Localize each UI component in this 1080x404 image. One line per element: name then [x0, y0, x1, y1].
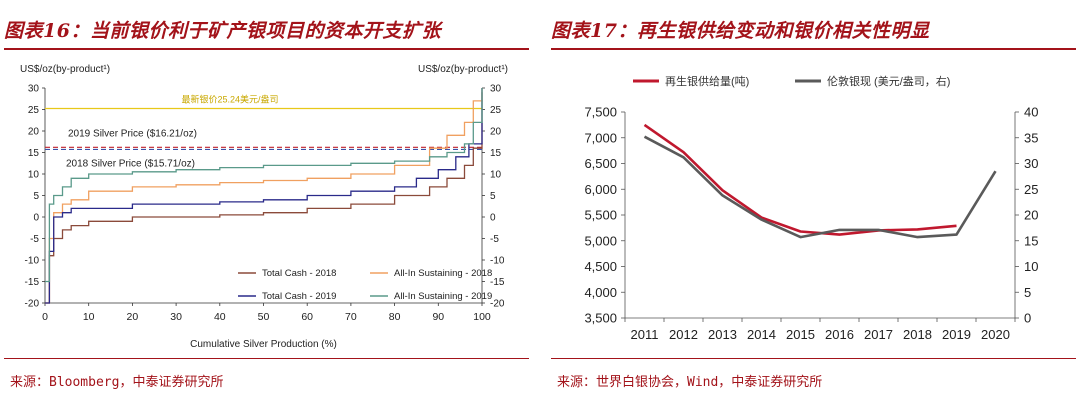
x-tick-label: 20: [127, 311, 139, 323]
y-tick-label-left: -20: [25, 299, 40, 310]
y-tick-label-left: 4,000: [584, 285, 617, 300]
y-tick-label-right: 25: [490, 105, 502, 116]
y-tick-label-right: 35: [1024, 130, 1038, 145]
x-tick-label: 50: [258, 311, 270, 323]
y-tick-label-left: 5: [33, 191, 39, 202]
y-tick-label-left: 6,000: [584, 182, 617, 197]
y-tick-label-left: 10: [28, 170, 40, 181]
right-y-axis-label: US$/oz(by-product¹): [418, 64, 508, 75]
y-tick-label-left: 30: [28, 84, 40, 95]
y-tick-label-right: 5: [1024, 285, 1031, 300]
y-tick-label-left: 25: [28, 105, 40, 116]
x-tick-label: 2019: [942, 327, 971, 342]
y-tick-label-left: 7,500: [584, 105, 617, 120]
x-tick-label: 10: [83, 311, 95, 323]
legend-label-1: All-In Sustaining - 2018: [394, 268, 492, 279]
y-tick-label-right: 20: [1024, 208, 1038, 223]
left-source: 来源：Bloomberg，中泰证券研究所: [10, 375, 224, 390]
y-tick-label-left: -15: [25, 277, 40, 288]
y-tick-label-right: 30: [490, 84, 502, 95]
x-tick-label: 60: [301, 311, 313, 323]
y-tick-label-left: 4,500: [584, 259, 617, 274]
y-tick-label-right: -10: [490, 256, 505, 267]
left-source-row: 来源：Bloomberg，中泰证券研究所: [4, 358, 529, 403]
series-line-2: [45, 88, 483, 304]
x-tick-label: 70: [345, 311, 357, 323]
x-tick-label: 2012: [669, 327, 698, 342]
supply-line: [643, 123, 957, 236]
y-tick-label-right: 30: [1024, 156, 1038, 171]
legend-label-3: All-In Sustaining - 2019: [394, 291, 492, 302]
y-tick-label-right: 40: [1024, 105, 1038, 120]
x-tick-label: 40: [214, 311, 226, 323]
price-2019-label: 2019 Silver Price ($16.21/oz): [68, 128, 197, 139]
y-tick-label-right: 10: [490, 170, 502, 181]
y-tick-label-left: -5: [30, 234, 39, 245]
left-panel: 图表16：当前银价利于矿产银项目的资本开支扩张 US$/oz(by-produc…: [0, 0, 533, 404]
x-tick-label: 2020: [981, 327, 1010, 342]
x-tick-label: 2016: [825, 327, 854, 342]
right-title-row: 图表17：再生银供给变动和银价相关性明显: [551, 14, 1076, 50]
y-tick-label-right: 0: [490, 213, 496, 224]
series-line-3: [45, 88, 483, 283]
right-source-row: 来源：世界白银协会，Wind，中泰证券研究所: [551, 358, 1076, 403]
left-chart-title: 图表16：当前银价利于矿产银项目的资本开支扩张: [4, 20, 441, 42]
x-tick-label: 80: [389, 311, 401, 323]
legend-label-price: 伦敦银现 (美元/盎司，右): [827, 74, 950, 88]
x-tick-label: 90: [432, 311, 444, 323]
left-title-row: 图表16：当前银价利于矿产银项目的资本开支扩张: [4, 14, 529, 50]
legend-label-2: Total Cash - 2019: [262, 291, 336, 302]
series-line-0: [45, 92, 483, 304]
y-tick-label-right: 5: [490, 191, 496, 202]
x-axis-label: Cumulative Silver Production (%): [190, 339, 337, 350]
y-tick-label-right: 10: [1024, 259, 1038, 274]
price-2018-label: 2018 Silver Price ($15.71/oz): [66, 158, 195, 169]
x-tick-label: 100: [473, 311, 491, 323]
y-tick-label-left: 15: [28, 148, 40, 159]
price-line: [643, 135, 997, 239]
x-tick-label: 2014: [747, 327, 776, 342]
y-tick-label-left: -10: [25, 256, 40, 267]
x-tick-label: 0: [42, 311, 48, 323]
right-chart-title: 图表17：再生银供给变动和银价相关性明显: [551, 20, 930, 42]
y-tick-label-right: -15: [490, 277, 505, 288]
y-tick-label-left: 20: [28, 127, 40, 138]
left-y-axis-label: US$/oz(by-product¹): [20, 64, 110, 75]
y-tick-label-right: -20: [490, 299, 505, 310]
y-tick-label-right: -5: [490, 234, 499, 245]
right-panel: 图表17：再生银供给变动和银价相关性明显 再生银供给量(吨) 伦敦银现 (美元/盎…: [547, 0, 1080, 404]
y-tick-label-right: 15: [1024, 233, 1038, 248]
right-chart: 再生银供给量(吨) 伦敦银现 (美元/盎司，右) 3,500 4,000 4,500 5,…: [584, 74, 1038, 342]
legend-label-supply: 再生银供给量(吨): [665, 74, 749, 88]
y-tick-label-left: 7,000: [584, 130, 617, 145]
x-tick-label: 2015: [786, 327, 815, 342]
y-tick-label-left: 6,500: [584, 156, 617, 171]
x-tick-label: 2011: [631, 327, 659, 342]
y-tick-label-right: 25: [1024, 182, 1038, 197]
y-tick-label-left: 5,500: [584, 208, 617, 223]
x-tick-label: 30: [170, 311, 182, 323]
x-tick-label: 2017: [864, 327, 893, 342]
latest-price-label: 最新银价25.24美元/盎司: [181, 93, 278, 104]
y-tick-label-left: 0: [33, 213, 39, 224]
legend-label-0: Total Cash - 2018: [262, 268, 336, 279]
y-tick-label-left: 5,000: [584, 233, 617, 248]
left-chart: US$/oz(by-product¹) US$/oz(by-product¹) -2…: [20, 64, 508, 350]
x-tick-label: 2013: [708, 327, 737, 342]
y-tick-label-right: 0: [1024, 311, 1031, 326]
right-source: 来源：世界白银协会，Wind，中泰证券研究所: [557, 375, 823, 390]
x-tick-label: 2018: [903, 327, 932, 342]
y-tick-label-left: 3,500: [584, 311, 617, 326]
y-tick-label-right: 15: [490, 148, 502, 159]
y-tick-label-right: 20: [490, 127, 502, 138]
series-line-1: [45, 88, 483, 304]
